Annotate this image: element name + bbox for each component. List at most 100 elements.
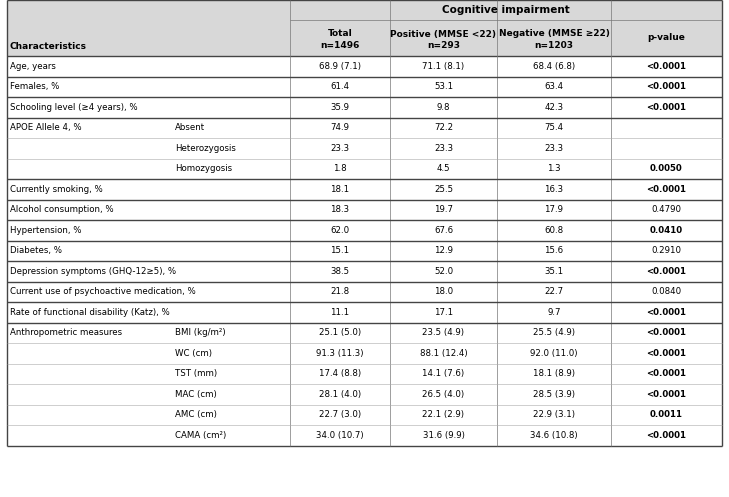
Text: 18.1 (8.9): 18.1 (8.9): [533, 369, 575, 378]
Text: Positive (MMSE <22): Positive (MMSE <22): [391, 29, 496, 38]
Text: 15.1: 15.1: [330, 246, 350, 255]
Text: 23.3: 23.3: [434, 144, 453, 153]
Text: Alcohol consumption, %: Alcohol consumption, %: [10, 205, 114, 214]
Text: 0.0410: 0.0410: [650, 226, 683, 235]
Text: CAMA (cm²): CAMA (cm²): [175, 431, 226, 440]
Text: 25.5: 25.5: [434, 185, 453, 194]
Text: 23.5 (4.9): 23.5 (4.9): [423, 328, 464, 337]
Text: Cognitive impairment: Cognitive impairment: [442, 5, 570, 15]
Text: Schooling level (≥4 years), %: Schooling level (≥4 years), %: [10, 103, 138, 112]
Text: Diabetes, %: Diabetes, %: [10, 246, 62, 255]
Text: 0.2910: 0.2910: [652, 246, 682, 255]
Text: 22.7: 22.7: [545, 287, 564, 296]
Text: <0.0001: <0.0001: [647, 328, 687, 337]
Text: <0.0001: <0.0001: [647, 185, 687, 194]
Text: 35.1: 35.1: [545, 267, 564, 276]
Text: 92.0 (11.0): 92.0 (11.0): [530, 349, 578, 358]
Text: 72.2: 72.2: [434, 123, 453, 132]
Text: 4.5: 4.5: [437, 164, 451, 173]
Text: 22.1 (2.9): 22.1 (2.9): [423, 410, 464, 419]
Text: 15.6: 15.6: [545, 246, 564, 255]
Text: 9.8: 9.8: [437, 103, 451, 112]
Text: <0.0001: <0.0001: [647, 267, 687, 276]
Text: Characteristics: Characteristics: [10, 42, 87, 51]
Text: 22.9 (3.1): 22.9 (3.1): [533, 410, 575, 419]
Text: 75.4: 75.4: [545, 123, 564, 132]
Text: BMI (kg/m²): BMI (kg/m²): [175, 328, 225, 337]
Text: Age, years: Age, years: [10, 62, 56, 71]
Text: 25.1 (5.0): 25.1 (5.0): [319, 328, 361, 337]
Text: 22.7 (3.0): 22.7 (3.0): [319, 410, 361, 419]
Text: TST (mm): TST (mm): [175, 369, 217, 378]
Text: MAC (cm): MAC (cm): [175, 390, 217, 399]
Text: n=1496: n=1496: [320, 40, 359, 50]
Text: <0.0001: <0.0001: [647, 82, 687, 91]
Text: WC (cm): WC (cm): [175, 349, 212, 358]
Text: 21.8: 21.8: [330, 287, 350, 296]
Text: Rate of functional disability (Katz), %: Rate of functional disability (Katz), %: [10, 308, 170, 317]
Text: 23.3: 23.3: [545, 144, 564, 153]
Text: 0.0050: 0.0050: [650, 164, 683, 173]
Text: 52.0: 52.0: [434, 267, 453, 276]
Text: Total: Total: [327, 29, 352, 38]
Text: <0.0001: <0.0001: [647, 369, 687, 378]
Text: <0.0001: <0.0001: [647, 390, 687, 399]
Text: 42.3: 42.3: [545, 103, 564, 112]
Text: Depression symptoms (GHQ-12≥5), %: Depression symptoms (GHQ-12≥5), %: [10, 267, 176, 276]
Text: 9.7: 9.7: [547, 308, 561, 317]
Text: <0.0001: <0.0001: [647, 349, 687, 358]
Text: 17.1: 17.1: [434, 308, 453, 317]
Text: <0.0001: <0.0001: [647, 308, 687, 317]
Text: 53.1: 53.1: [434, 82, 453, 91]
Bar: [7, 56, 722, 445]
Text: <0.0001: <0.0001: [647, 103, 687, 112]
Text: 38.5: 38.5: [330, 267, 350, 276]
Text: 12.9: 12.9: [434, 246, 453, 255]
Text: 1.8: 1.8: [333, 164, 347, 173]
Text: <0.0001: <0.0001: [647, 431, 687, 440]
Text: n=1203: n=1203: [534, 40, 574, 50]
Text: 25.5 (4.9): 25.5 (4.9): [533, 328, 575, 337]
Text: 17.4 (8.8): 17.4 (8.8): [319, 369, 361, 378]
Text: 23.3: 23.3: [330, 144, 350, 153]
Text: 34.0 (10.7): 34.0 (10.7): [316, 431, 364, 440]
Text: p-value: p-value: [647, 33, 685, 43]
Text: Absent: Absent: [175, 123, 205, 132]
Text: 14.1 (7.6): 14.1 (7.6): [422, 369, 464, 378]
Text: Anthropometric measures: Anthropometric measures: [10, 328, 122, 337]
Text: 17.9: 17.9: [545, 205, 564, 214]
Text: Homozygosis: Homozygosis: [175, 164, 232, 173]
Text: Negative (MMSE ≥22): Negative (MMSE ≥22): [499, 29, 609, 38]
Text: 68.9 (7.1): 68.9 (7.1): [319, 62, 361, 71]
Text: Currently smoking, %: Currently smoking, %: [10, 185, 103, 194]
Text: 26.5 (4.0): 26.5 (4.0): [422, 390, 464, 399]
Text: <0.0001: <0.0001: [647, 62, 687, 71]
Text: 88.1 (12.4): 88.1 (12.4): [420, 349, 467, 358]
Text: 74.9: 74.9: [330, 123, 349, 132]
Text: 0.0840: 0.0840: [652, 287, 682, 296]
Text: 18.1: 18.1: [330, 185, 350, 194]
Text: 67.6: 67.6: [434, 226, 453, 235]
Text: 63.4: 63.4: [545, 82, 564, 91]
Text: 28.5 (3.9): 28.5 (3.9): [533, 390, 575, 399]
Text: 18.0: 18.0: [434, 287, 453, 296]
Text: 34.6 (10.8): 34.6 (10.8): [530, 431, 578, 440]
Text: 71.1 (8.1): 71.1 (8.1): [422, 62, 464, 71]
Text: 28.1 (4.0): 28.1 (4.0): [319, 390, 361, 399]
Text: 1.3: 1.3: [547, 164, 561, 173]
Text: 18.3: 18.3: [330, 205, 350, 214]
Text: APOE Allele 4, %: APOE Allele 4, %: [10, 123, 82, 132]
Text: AMC (cm): AMC (cm): [175, 410, 217, 419]
Text: Current use of psychoactive medication, %: Current use of psychoactive medication, …: [10, 287, 196, 296]
Text: 19.7: 19.7: [434, 205, 453, 214]
Text: 68.4 (6.8): 68.4 (6.8): [533, 62, 575, 71]
Text: 0.4790: 0.4790: [652, 205, 682, 214]
Text: Females, %: Females, %: [10, 82, 59, 91]
Text: 91.3 (11.3): 91.3 (11.3): [316, 349, 364, 358]
Text: n=293: n=293: [427, 40, 460, 50]
Text: Hypertension, %: Hypertension, %: [10, 226, 82, 235]
Text: 35.9: 35.9: [330, 103, 349, 112]
Text: 31.6 (9.9): 31.6 (9.9): [423, 431, 464, 440]
Text: 60.8: 60.8: [545, 226, 564, 235]
Bar: [7, 0, 722, 56]
